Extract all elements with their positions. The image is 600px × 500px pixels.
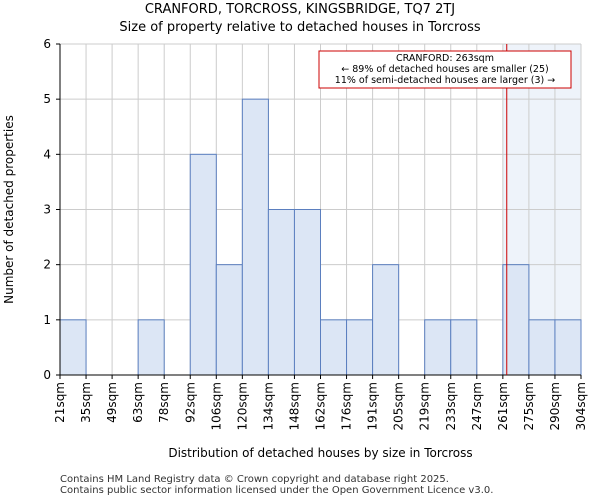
x-tick-label: 134sqm (261, 382, 275, 430)
x-tick-label: 148sqm (287, 382, 301, 430)
y-tick-label: 5 (43, 92, 51, 106)
x-tick-label: 205sqm (392, 382, 406, 430)
bar (320, 319, 348, 376)
x-axis-label: Distribution of detached houses by size … (168, 446, 472, 460)
x-tick-label: 191sqm (366, 382, 380, 430)
y-tick-label: 2 (43, 258, 51, 272)
footer-copyright: Contains HM Land Registry data © Crown c… (60, 474, 449, 485)
x-tick-label: 290sqm (548, 382, 562, 430)
x-tick-label: 21sqm (53, 382, 67, 423)
annotation-text: 11% of semi-detached houses are larger (… (335, 75, 555, 86)
x-tick-label: 261sqm (496, 382, 510, 430)
bar (241, 98, 269, 376)
annotation-text: CRANFORD: 263sqm (396, 53, 494, 64)
bar (59, 319, 87, 376)
bar (346, 319, 374, 376)
bar (267, 209, 295, 376)
x-tick-label: 176sqm (340, 382, 354, 430)
annotation-text: ← 89% of detached houses are smaller (25… (341, 64, 548, 75)
x-tick-label: 92sqm (183, 382, 197, 423)
y-tick-label: 1 (43, 313, 51, 327)
x-tick-label: 275sqm (522, 382, 536, 430)
bar (293, 209, 322, 376)
bar (137, 319, 165, 376)
x-tick-label: 162sqm (314, 382, 328, 430)
x-tick-label: 35sqm (79, 382, 93, 423)
x-tick-label: 233sqm (444, 382, 458, 430)
x-tick-label: 304sqm (574, 382, 588, 430)
x-tick-label: 219sqm (418, 382, 432, 430)
y-tick-label: 6 (43, 37, 51, 51)
x-tick-label: 106sqm (209, 382, 223, 430)
chart-title-line1: CRANFORD, TORCROSS, KINGSBRIDGE, TQ7 2TJ (144, 2, 456, 17)
x-tick-label: 78sqm (157, 382, 171, 423)
y-tick-label: 0 (43, 368, 51, 382)
y-axis-label: Number of detached properties (2, 115, 16, 304)
annotation-box (318, 50, 572, 89)
bar (424, 319, 452, 376)
chart-title-line2: Size of property relative to detached ho… (119, 20, 481, 35)
bar (372, 264, 400, 376)
x-tick-label: 63sqm (131, 382, 145, 423)
y-tick-label: 3 (43, 203, 51, 217)
footer-licence: Contains public sector information licen… (60, 485, 494, 496)
bar (215, 264, 243, 376)
x-tick-label: 247sqm (470, 382, 484, 430)
bar (450, 319, 478, 376)
bar (528, 319, 556, 376)
x-tick-label: 49sqm (105, 382, 119, 423)
x-tick-label: 120sqm (235, 382, 249, 430)
bar (554, 319, 582, 376)
y-tick-label: 4 (43, 147, 51, 161)
bar (189, 153, 217, 376)
